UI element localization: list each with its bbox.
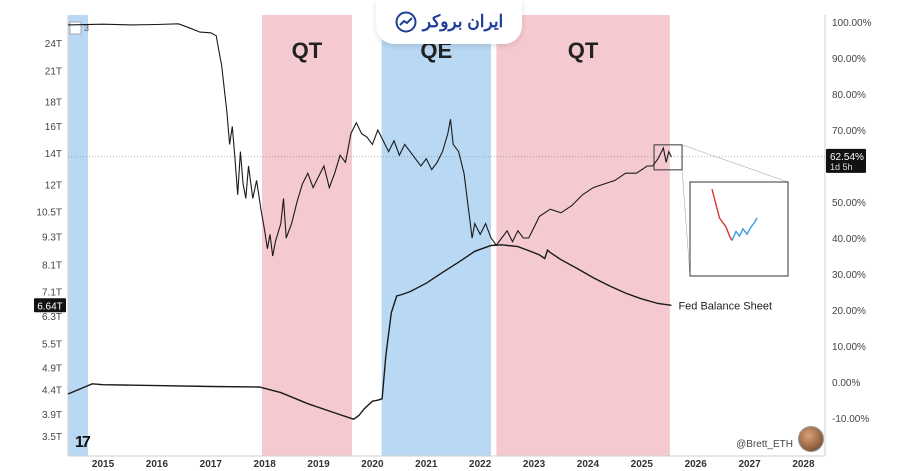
regime-labels: QT QE QT bbox=[292, 38, 599, 63]
left-tick-label: 24T bbox=[45, 39, 62, 50]
chart-trend-icon bbox=[395, 11, 417, 33]
left-tick-label: 3.5T bbox=[42, 432, 62, 443]
brand-logo[interactable]: ایران بروکر bbox=[376, 0, 522, 44]
left-tick-label: 4.9T bbox=[42, 363, 62, 374]
regime-label-qt: QT bbox=[568, 38, 599, 63]
right-current-label: 62.54% bbox=[830, 152, 864, 163]
x-tick-label: 2025 bbox=[631, 459, 654, 470]
credit-label: @Brett_ETH bbox=[736, 439, 793, 450]
left-tick-label: 10.5T bbox=[36, 208, 62, 219]
left-tick-label: 14T bbox=[45, 149, 62, 160]
x-tick-label: 2020 bbox=[361, 459, 384, 470]
zoom-connector bbox=[681, 144, 789, 183]
market-line bbox=[67, 23, 672, 257]
x-tick-label: 2018 bbox=[254, 459, 277, 470]
zoom-inset-box bbox=[689, 181, 789, 277]
regime-band-qt bbox=[261, 15, 352, 456]
top-left-marker-box bbox=[69, 21, 82, 35]
chart-frame: 3 bbox=[67, 15, 826, 457]
inset-line-up bbox=[731, 217, 758, 241]
top-left-marker: 3 bbox=[84, 23, 89, 33]
left-tick-label: 6.3T bbox=[42, 312, 62, 323]
regime-label-qt: QT bbox=[292, 38, 323, 63]
right-tick-label: 20.00% bbox=[832, 306, 866, 317]
left-current-label: 6.64T bbox=[37, 301, 63, 312]
regime-band-qe bbox=[381, 15, 491, 456]
left-tick-label: 5.5T bbox=[42, 340, 62, 351]
right-axis: 100.00%90.00%80.00%70.00%60.00%50.00%40.… bbox=[832, 18, 872, 425]
series-lines: Fed Balance Sheet bbox=[67, 23, 772, 420]
left-tick-label: 4.4T bbox=[42, 385, 62, 396]
series-label: Fed Balance Sheet bbox=[678, 300, 772, 312]
x-tick-label: 2024 bbox=[577, 459, 600, 470]
x-tick-label: 2015 bbox=[92, 459, 115, 470]
x-tick-label: 2021 bbox=[415, 459, 438, 470]
regime-bands bbox=[68, 15, 670, 456]
left-tick-label: 7.1T bbox=[42, 288, 62, 299]
x-tick-label: 2026 bbox=[685, 459, 708, 470]
left-tick-label: 9.3T bbox=[42, 233, 62, 244]
tradingview-logo-icon: 17 bbox=[75, 434, 91, 451]
x-tick-label: 2028 bbox=[792, 459, 815, 470]
left-tick-label: 18T bbox=[45, 98, 62, 109]
brand-name: ایران بروکر bbox=[422, 12, 504, 31]
right-tick-label: 30.00% bbox=[832, 270, 866, 281]
left-current-badge bbox=[34, 298, 66, 313]
left-tick-label: 16T bbox=[45, 122, 62, 133]
right-tick-label: 0.00% bbox=[832, 378, 860, 389]
right-tick-label: 50.00% bbox=[832, 198, 866, 209]
right-tick-label: 70.00% bbox=[832, 126, 866, 137]
right-tick-label: 40.00% bbox=[832, 234, 866, 245]
x-tick-label: 2027 bbox=[738, 459, 761, 470]
zoom-inset bbox=[653, 144, 789, 277]
left-tick-label: 12T bbox=[45, 180, 62, 191]
fed-balance-line bbox=[67, 244, 672, 420]
x-tick-label: 2017 bbox=[200, 459, 223, 470]
inset-line-down bbox=[711, 189, 733, 241]
zoom-connector bbox=[681, 169, 691, 277]
right-current-sublabel: 1d 5h bbox=[830, 162, 853, 172]
right-tick-label: 90.00% bbox=[832, 54, 866, 65]
x-tick-label: 2023 bbox=[523, 459, 546, 470]
right-current-badge bbox=[826, 148, 866, 173]
x-tick-label: 2022 bbox=[469, 459, 492, 470]
x-tick-label: 2019 bbox=[307, 459, 330, 470]
left-tick-label: 3.9T bbox=[42, 410, 62, 421]
left-tick-label: 8.1T bbox=[42, 261, 62, 272]
avatar bbox=[798, 426, 824, 452]
current-value-markers: 6.64T 62.54%1d 5h @Brett_ETH bbox=[34, 148, 866, 450]
right-tick-label: 10.00% bbox=[832, 342, 866, 353]
right-tick-label: 100.00% bbox=[832, 18, 872, 29]
right-tick-label: -10.00% bbox=[832, 414, 869, 425]
x-axis: 2015 2016 2017 2018 2019 2020 2021 2022 2023 2024… bbox=[92, 459, 815, 470]
left-axis: 24T 21T 18T 16T 14T 12T 10.5T 9.3T 8.1T 7.1T 6.3T 5… bbox=[36, 39, 62, 443]
x-tick-label: 2016 bbox=[146, 459, 169, 470]
zoom-source-box bbox=[653, 144, 683, 171]
right-tick-label: 80.00% bbox=[832, 90, 866, 101]
regime-band-qe bbox=[68, 15, 88, 456]
regime-band-qt bbox=[496, 15, 670, 456]
left-tick-label: 21T bbox=[45, 66, 62, 77]
